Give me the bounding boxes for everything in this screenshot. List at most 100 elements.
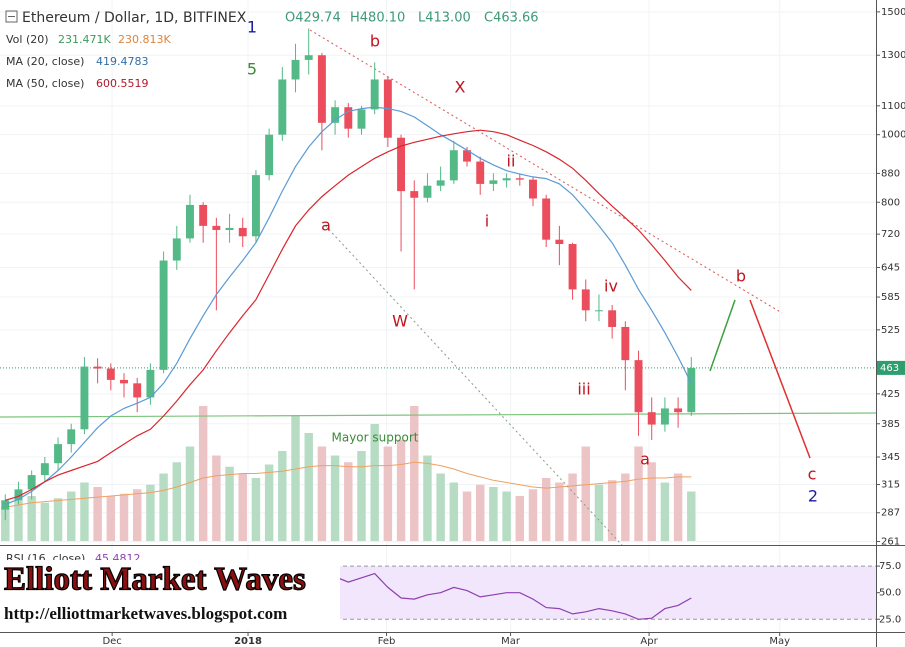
wave-label: a xyxy=(321,216,331,235)
wave-label: 5 xyxy=(247,60,257,79)
volume-bar xyxy=(304,433,313,541)
logo-url[interactable]: http://elliottmarketwaves.blogspot.com xyxy=(4,604,287,623)
ohlc-label: H480.10 xyxy=(350,11,405,26)
candle-body xyxy=(674,408,683,413)
volume-bar xyxy=(489,487,498,541)
volume-bar xyxy=(53,498,63,541)
y-tick-label: 525 xyxy=(881,325,900,336)
volume-bar xyxy=(80,482,89,541)
rsi-tick-label: 25.0 xyxy=(879,614,901,625)
wave-label: 1 xyxy=(247,18,257,37)
volume-bar xyxy=(581,446,590,541)
candle-body xyxy=(370,79,379,110)
collapse-icon[interactable] xyxy=(5,10,18,23)
wave-label: iv xyxy=(604,277,618,296)
wave-label: W xyxy=(392,312,408,331)
candle-body xyxy=(146,369,155,398)
volume-bar xyxy=(119,493,129,541)
volume-bar xyxy=(528,489,538,541)
wave-label: iii xyxy=(577,380,590,399)
projection-line xyxy=(749,299,811,459)
candle-body xyxy=(515,178,524,180)
volume-ma-line xyxy=(5,461,692,508)
x-tick-label: Apr xyxy=(640,636,658,647)
volume-bar xyxy=(225,466,234,541)
volume-bar xyxy=(93,487,102,541)
wave-label: c xyxy=(808,465,817,484)
y-tick-label: 425 xyxy=(881,389,900,400)
volume-bar xyxy=(541,478,551,541)
candle-body xyxy=(159,260,168,370)
last-price-label: 463 xyxy=(880,363,899,374)
volume-bar xyxy=(515,496,525,541)
candle-body xyxy=(133,383,142,398)
ohlc-label: L413.00 xyxy=(418,11,471,26)
y-tick-label: 645 xyxy=(881,262,900,273)
ma-line xyxy=(5,129,692,501)
candle-body xyxy=(608,310,617,327)
wave-label: X xyxy=(455,78,466,97)
volume-bar xyxy=(264,464,274,541)
volume-bar xyxy=(555,482,564,541)
candle-body xyxy=(555,239,564,245)
volume-bar xyxy=(185,446,195,541)
indicator-name: MA (20, close) xyxy=(6,55,84,68)
candle-body xyxy=(186,204,194,239)
projection-line xyxy=(709,299,736,372)
volume-bar xyxy=(396,439,406,541)
candle-body xyxy=(317,55,326,123)
wave-label: b xyxy=(370,32,380,51)
volume-bar xyxy=(634,446,643,541)
candle-body xyxy=(106,368,115,380)
x-tick-label: Mar xyxy=(501,636,521,647)
candle-body xyxy=(687,367,696,413)
trend-line xyxy=(309,29,783,314)
volume-bar xyxy=(317,446,327,541)
indicator-value: 600.5519 xyxy=(96,77,149,90)
volume-bar xyxy=(621,473,630,541)
volume-layer xyxy=(1,406,696,541)
volume-bar xyxy=(212,455,221,541)
volume-bar xyxy=(198,406,208,541)
volume-bar xyxy=(132,489,142,541)
candle-body xyxy=(172,238,181,261)
candle-body xyxy=(1,500,10,510)
candle-body xyxy=(529,179,537,199)
indicator-name: Vol (20) xyxy=(6,33,49,46)
volume-bar xyxy=(67,491,76,541)
volume-bar xyxy=(146,484,155,541)
volume-bar xyxy=(330,455,340,541)
volume-bar xyxy=(660,482,670,541)
candle-body xyxy=(476,161,485,184)
x-tick-label: Dec xyxy=(102,636,121,647)
y-tick-label: 1300 xyxy=(881,50,905,61)
candle-body xyxy=(344,107,353,129)
y-tick-label: 880 xyxy=(881,168,900,179)
trend-line xyxy=(321,221,623,545)
candle-body xyxy=(647,412,656,425)
volume-bar xyxy=(278,451,287,541)
candle-body xyxy=(27,475,36,490)
volume-bar xyxy=(106,496,116,541)
candle-body xyxy=(660,408,669,425)
rsi-tick-label: 75.0 xyxy=(879,561,901,572)
volume-bar xyxy=(172,462,182,541)
volume-bar xyxy=(647,462,656,541)
price-layer xyxy=(0,28,876,521)
volume-bar xyxy=(673,473,683,541)
candle-body xyxy=(502,178,511,181)
rsi-tick-label: 50.0 xyxy=(879,588,901,599)
ma-line xyxy=(5,106,692,505)
volume-bar xyxy=(436,473,445,541)
volume-bar xyxy=(14,500,23,541)
volume-bar xyxy=(594,484,604,541)
candle-body xyxy=(423,185,432,198)
ohlc-label: O429.74 xyxy=(285,11,341,26)
volume-bar xyxy=(40,502,50,541)
y-tick-label: 720 xyxy=(881,229,900,240)
volume-bar xyxy=(370,424,379,541)
candle-body xyxy=(251,175,260,237)
volume-bar xyxy=(27,496,36,541)
